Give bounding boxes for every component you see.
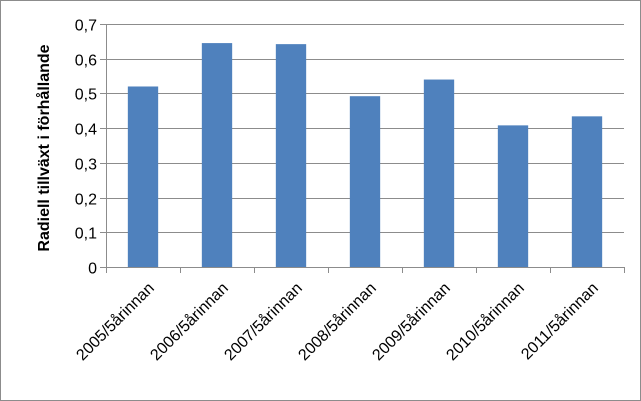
bar xyxy=(275,44,307,268)
y-tick-label: 0,7 xyxy=(75,18,97,35)
gridlines xyxy=(106,24,624,233)
y-tick-label: 0 xyxy=(88,261,97,278)
bar xyxy=(571,116,603,267)
x-tick-label: 2006/5årinnan xyxy=(147,279,232,364)
y-tick-labels: 0 0,1 0,2 0,3 0,4 0,5 0,6 0,7 xyxy=(75,18,97,278)
bar xyxy=(423,79,455,268)
bar xyxy=(497,125,529,267)
y-tick-label: 0,5 xyxy=(75,87,97,104)
y-axis-title: Radiell tillväxt i förhållande xyxy=(35,44,53,251)
bar xyxy=(127,86,159,267)
bar xyxy=(201,43,233,267)
axes xyxy=(100,24,625,273)
y-tick-label: 0,2 xyxy=(75,192,97,209)
y-tick-label: 0,1 xyxy=(75,226,97,243)
y-tick-label: 0,4 xyxy=(75,122,97,139)
bars xyxy=(127,43,603,268)
x-tick-label: 2007/5årinnan xyxy=(221,279,306,364)
x-tick-label: 2005/5årinnan xyxy=(73,279,158,364)
bar xyxy=(349,96,381,267)
x-tick-label: 2011/5årinnan xyxy=(518,279,602,363)
x-tick-labels: 2005/5årinnan2006/5årinnan2007/5årinnan2… xyxy=(73,279,602,364)
x-tick-label: 2009/5årinnan xyxy=(369,279,454,364)
y-tick-label: 0,3 xyxy=(75,157,97,174)
x-tick-label: 2010/5årinnan xyxy=(443,279,528,364)
x-tick-label: 2008/5årinnan xyxy=(295,279,380,364)
y-tick-label: 0,6 xyxy=(75,53,97,70)
